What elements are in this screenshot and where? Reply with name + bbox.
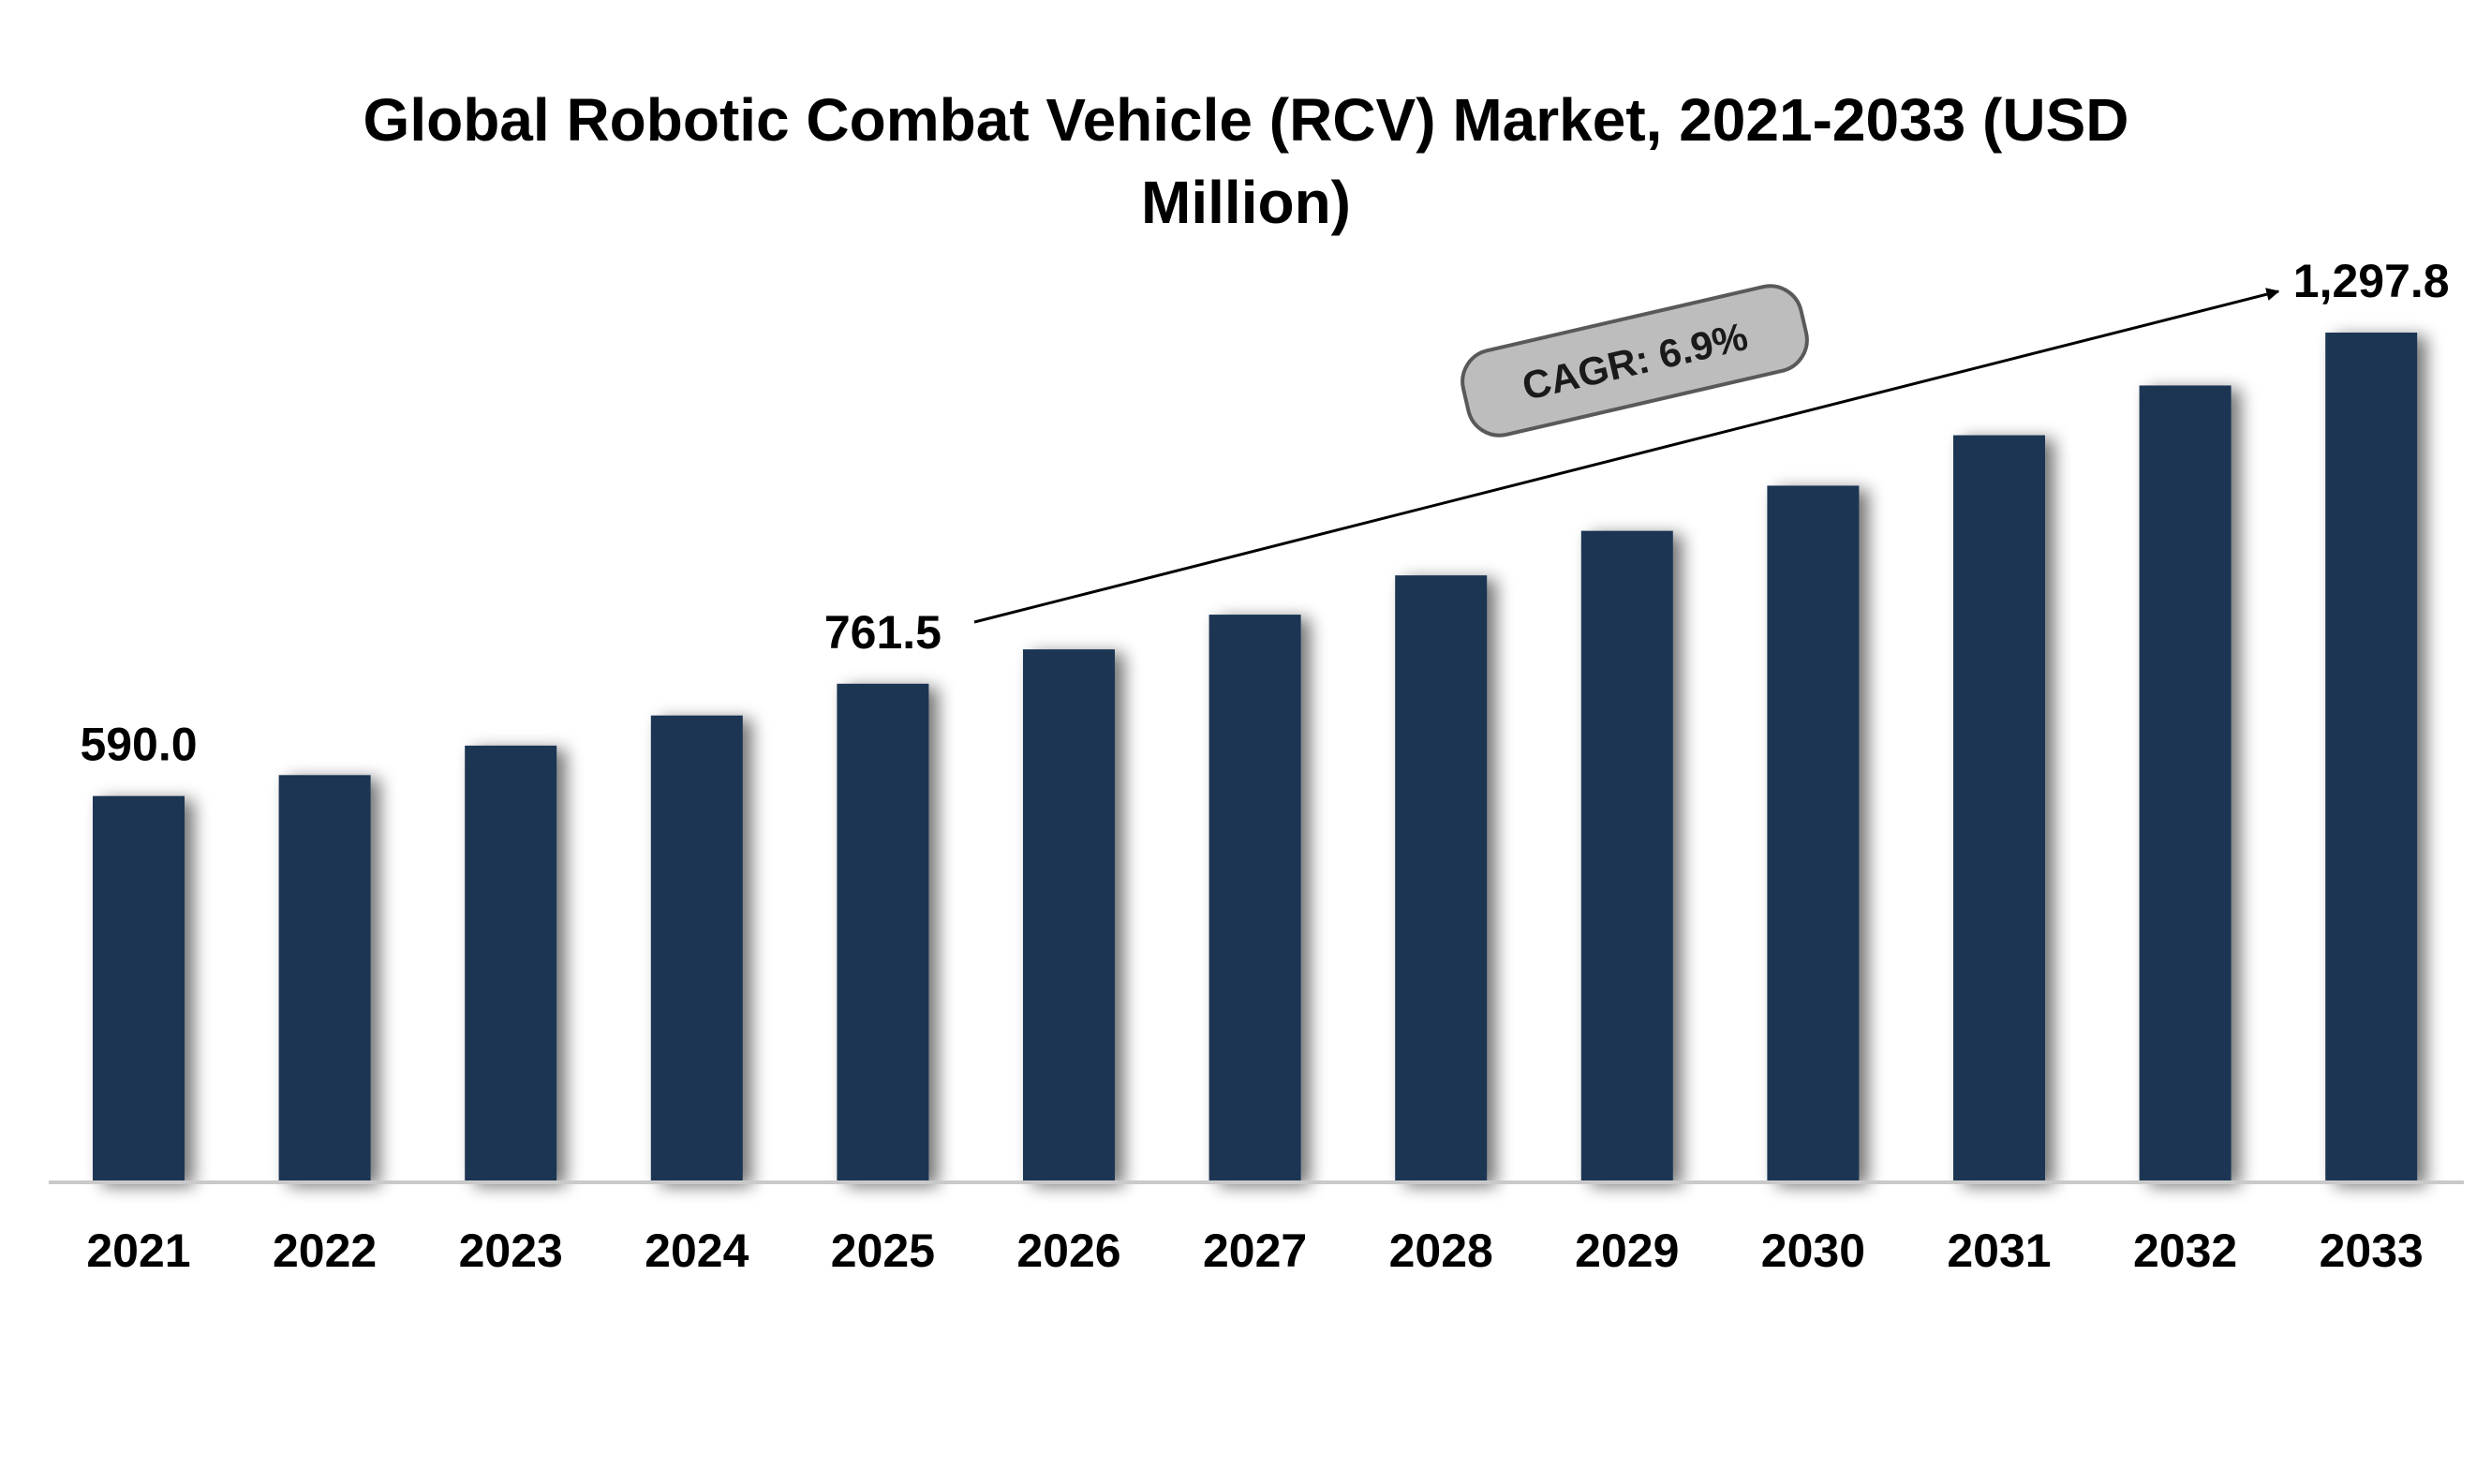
bar-2027 xyxy=(1208,615,1301,1182)
x-tick-label-2033: 2033 xyxy=(2320,1224,2424,1277)
bar-2022 xyxy=(278,775,371,1182)
chart-title-line-1: Global Robotic Combat Vehicle (RCV) Mark… xyxy=(363,86,2129,154)
cagr-box xyxy=(1460,284,1809,438)
x-tick-label-2031: 2031 xyxy=(1947,1224,2051,1277)
bar-2032 xyxy=(2139,385,2232,1182)
bar-2026 xyxy=(1023,649,1115,1182)
bar-2025 xyxy=(837,683,929,1182)
x-tick-label-2022: 2022 xyxy=(273,1224,377,1277)
x-tick-label-2023: 2023 xyxy=(459,1224,563,1277)
chart-title-line-2: Million) xyxy=(1141,169,1351,236)
bar-2024 xyxy=(650,715,743,1182)
bar-2033 xyxy=(2325,333,2418,1182)
cagr-callout: CAGR: 6.9% xyxy=(1460,284,1809,438)
x-tick-label-2029: 2029 xyxy=(1575,1224,1679,1277)
bar-2021 xyxy=(93,795,185,1182)
x-tick-label-2025: 2025 xyxy=(831,1224,935,1277)
data-label-2033: 1,297.8 xyxy=(2293,255,2450,307)
x-tick-labels: 2021 2022 2023 2024 2025 2026 2027 2028 2029 2030… xyxy=(86,1224,2423,1277)
cagr-arrow xyxy=(973,288,2280,624)
x-tick-label-2021: 2021 xyxy=(86,1224,190,1277)
x-tick-label-2028: 2028 xyxy=(1389,1224,1493,1277)
bar-2030 xyxy=(1767,485,1860,1182)
bar-2028 xyxy=(1395,575,1488,1182)
data-label-2025: 761.5 xyxy=(824,606,942,659)
bar-2029 xyxy=(1580,530,1673,1182)
data-labels: 590.0 761.5 1,297.8 xyxy=(80,255,2449,771)
bar-group xyxy=(93,333,2418,1182)
bar-2023 xyxy=(465,745,557,1182)
x-tick-label-2024: 2024 xyxy=(645,1224,749,1277)
x-tick-label-2027: 2027 xyxy=(1203,1224,1307,1277)
x-tick-label-2026: 2026 xyxy=(1016,1224,1120,1277)
x-tick-label-2030: 2030 xyxy=(1761,1224,1865,1277)
x-tick-label-2032: 2032 xyxy=(2133,1224,2237,1277)
data-label-2021: 590.0 xyxy=(80,719,197,771)
bar-2031 xyxy=(1953,435,2045,1182)
